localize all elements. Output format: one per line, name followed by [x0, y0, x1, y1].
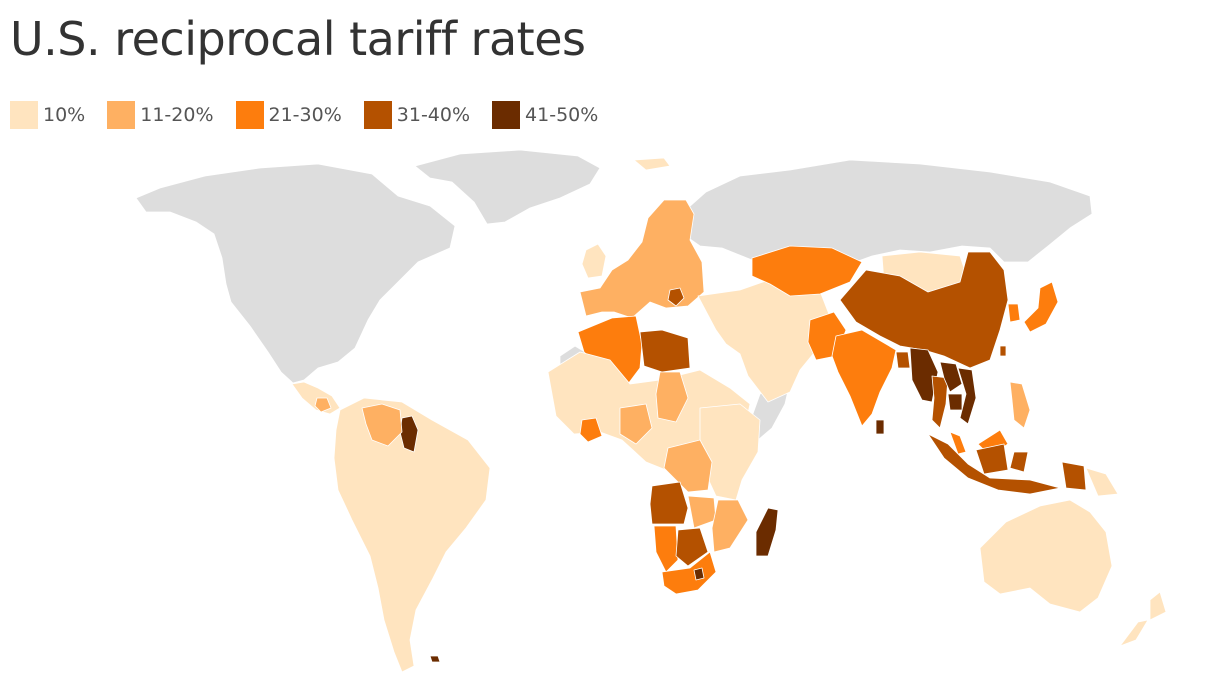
region-serbia — [667, 287, 685, 307]
region-chad — [655, 371, 689, 423]
legend-item-21-30: 21-30% — [235, 101, 342, 129]
greenland — [414, 149, 601, 225]
legend-label: 21-30% — [268, 104, 342, 126]
legend-label: 41-50% — [525, 104, 599, 126]
region-china — [839, 251, 1009, 369]
legend-label: 31-40% — [396, 104, 471, 126]
legend: 10% 11-20% 21-30% 31-40% 41-50% — [10, 101, 620, 129]
legend-item-41-50: 41-50% — [492, 101, 598, 129]
region-japan — [1023, 281, 1059, 333]
legend-item-10: 10% — [10, 101, 85, 129]
region-ivory-coast — [579, 417, 603, 443]
russia — [679, 159, 1093, 265]
region-central-america — [291, 381, 341, 415]
legend-swatch — [107, 101, 136, 129]
region-laos — [939, 361, 963, 393]
region-myanmar — [909, 347, 939, 403]
north-america — [135, 163, 456, 384]
region-new-zealand — [1119, 591, 1167, 647]
legend-label: 10% — [43, 104, 86, 126]
region-united-kingdom — [581, 243, 607, 279]
region-taiwan — [999, 345, 1007, 357]
region-sri-lanka — [875, 419, 885, 435]
region-bangladesh — [895, 351, 911, 369]
region-south-korea — [1007, 303, 1021, 323]
region-australia — [979, 499, 1113, 613]
region-india — [831, 329, 897, 427]
legend-item-11-20: 11-20% — [107, 101, 214, 129]
region-cambodia — [947, 393, 963, 411]
region-indonesia — [927, 433, 1087, 495]
legend-label: 11-20% — [140, 104, 214, 126]
region-falkland-islands — [429, 655, 441, 663]
legend-item-31-40: 31-40% — [363, 101, 471, 129]
no-data-land — [135, 149, 1093, 441]
region-madagascar — [755, 507, 779, 557]
region-philippines — [1009, 381, 1031, 429]
region-nigeria — [619, 403, 653, 445]
region-south-africa — [661, 551, 717, 595]
map-title: U.S. reciprocal tariff rates — [10, 12, 586, 66]
world-map — [135, 149, 1167, 673]
region-south-america — [333, 397, 491, 673]
region-western-europe — [579, 199, 705, 319]
region-libya — [639, 329, 691, 373]
region-dr-congo — [663, 439, 713, 493]
region-lesotho — [693, 567, 705, 581]
region-zambia — [687, 495, 717, 529]
region-thailand — [931, 375, 949, 429]
region-vietnam — [957, 367, 977, 425]
region-angola — [649, 481, 689, 525]
region-kazakhstan — [751, 245, 863, 297]
legend-swatch — [235, 101, 264, 129]
region-namibia — [653, 525, 679, 573]
region-nicaragua — [314, 397, 332, 413]
region-mozambique — [711, 499, 749, 553]
legend-swatch — [363, 101, 392, 129]
legend-swatch — [492, 101, 521, 129]
region-venezuela — [361, 403, 403, 447]
legend-swatch — [10, 101, 38, 129]
region-iceland — [633, 157, 671, 171]
region-botswana — [675, 527, 709, 567]
region-papua-new-guinea — [1085, 467, 1119, 497]
